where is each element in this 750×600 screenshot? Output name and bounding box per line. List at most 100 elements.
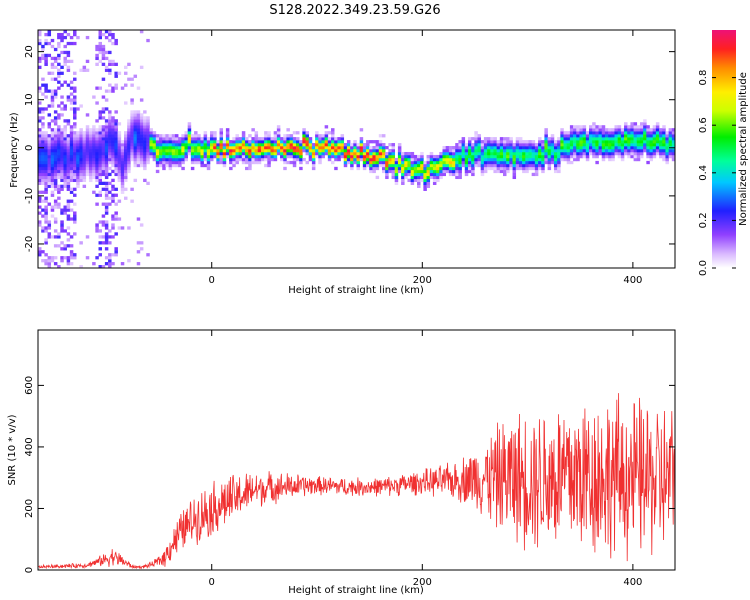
heatmap-cell [601, 140, 606, 144]
heatmap-cell [117, 157, 122, 162]
heatmap-cell [280, 149, 284, 153]
heatmap-cell [429, 154, 434, 159]
heatmap-cell [146, 143, 150, 147]
heatmap-cell [283, 160, 287, 165]
heatmap-cell [98, 160, 102, 165]
heatmap-cell [82, 154, 87, 159]
heatmap-cell [245, 154, 249, 159]
heatmap-cell [111, 157, 115, 162]
heatmap-cell [601, 128, 606, 132]
heatmap-cell [617, 134, 622, 138]
heatmap-cell [114, 74, 118, 78]
heatmap-cell [63, 160, 67, 165]
heatmap-cell [381, 166, 386, 171]
heatmap-cell [171, 149, 176, 153]
heatmap-cell [671, 157, 676, 162]
heatmap-cell [229, 140, 233, 144]
heatmap-cell [499, 157, 504, 162]
heatmap-cell [318, 157, 322, 162]
heatmap-cell [60, 32, 64, 37]
heatmap-cell [518, 166, 523, 171]
heatmap-cell [506, 154, 510, 159]
heatmap-cell [668, 131, 673, 135]
heatmap-cell [528, 143, 532, 147]
heatmap-cell [598, 140, 603, 144]
heatmap-cell [407, 163, 411, 168]
heatmap-cell [385, 151, 389, 156]
heatmap-cell [410, 163, 415, 168]
heatmap-cell [624, 134, 628, 138]
heatmap-cell [73, 137, 77, 141]
heatmap-cell [276, 128, 281, 132]
heatmap-cell [98, 137, 102, 141]
heatmap-cell [95, 119, 99, 123]
heatmap-cell [117, 140, 122, 144]
heatmap-cell [251, 157, 255, 162]
heatmap-cell [531, 140, 536, 144]
heatmap-cell [133, 134, 138, 138]
heatmap-cell [267, 154, 271, 159]
heatmap-cell [222, 157, 227, 162]
heatmap-cell [136, 250, 141, 254]
heatmap-cell [130, 122, 134, 126]
heatmap-cell [276, 137, 281, 141]
heatmap-cell [541, 160, 545, 165]
heatmap-cell [69, 140, 74, 144]
heatmap-cell [203, 149, 208, 153]
heatmap-cell [566, 160, 571, 165]
heatmap-cell [560, 154, 564, 159]
heatmap-cell [573, 149, 577, 153]
heatmap-cell [104, 163, 109, 168]
heatmap-cell [620, 128, 625, 132]
heatmap-cell [302, 128, 306, 132]
heatmap-cell [458, 160, 462, 165]
heatmap-cell [353, 143, 357, 147]
heatmap-cell [480, 149, 485, 153]
heatmap-cell [321, 143, 325, 147]
heatmap-cell [50, 140, 55, 144]
heatmap-cell [359, 149, 364, 153]
heatmap-cell [184, 157, 188, 162]
heatmap-cell [98, 193, 102, 197]
heatmap-cell [79, 178, 83, 183]
heatmap-cell [254, 149, 259, 153]
heatmap-cell [506, 151, 510, 156]
heatmap-cell [60, 259, 64, 263]
heatmap-cell [604, 146, 609, 150]
heatmap-cell [503, 172, 507, 177]
heatmap-cell [614, 140, 618, 144]
heatmap-cell [582, 125, 587, 129]
heatmap-cell [299, 157, 303, 162]
heatmap-cell [477, 140, 482, 144]
heatmap-cell [130, 98, 134, 102]
heatmap-cell [267, 151, 271, 156]
heatmap-cell [57, 151, 61, 156]
heatmap-cell [432, 157, 437, 162]
heatmap-cell [289, 140, 294, 144]
heatmap-cell [88, 163, 93, 168]
heatmap-cell [38, 32, 42, 37]
heatmap-cell [541, 146, 545, 150]
heatmap-cell [149, 149, 153, 153]
heatmap-cell [413, 172, 418, 177]
heatmap-cell [417, 166, 421, 171]
heatmap-cell [541, 151, 545, 156]
heatmap-cell [139, 131, 144, 135]
heatmap-cell [245, 143, 249, 147]
heatmap-cell [127, 119, 131, 123]
heatmap-cell [401, 181, 405, 185]
heatmap-cell [178, 149, 182, 153]
heatmap-cell [397, 169, 402, 174]
heatmap-cell [522, 166, 526, 171]
heatmap-cell [53, 154, 58, 159]
heatmap-cell [50, 154, 55, 159]
heatmap-cell [381, 157, 386, 162]
heatmap-cell [573, 157, 577, 162]
heatmap-cell [82, 149, 87, 153]
heatmap-cell [655, 122, 660, 126]
heatmap-cell [136, 122, 141, 126]
heatmap-cell [69, 187, 74, 191]
heatmap-cell [155, 157, 160, 162]
heatmap-cell [295, 151, 300, 156]
